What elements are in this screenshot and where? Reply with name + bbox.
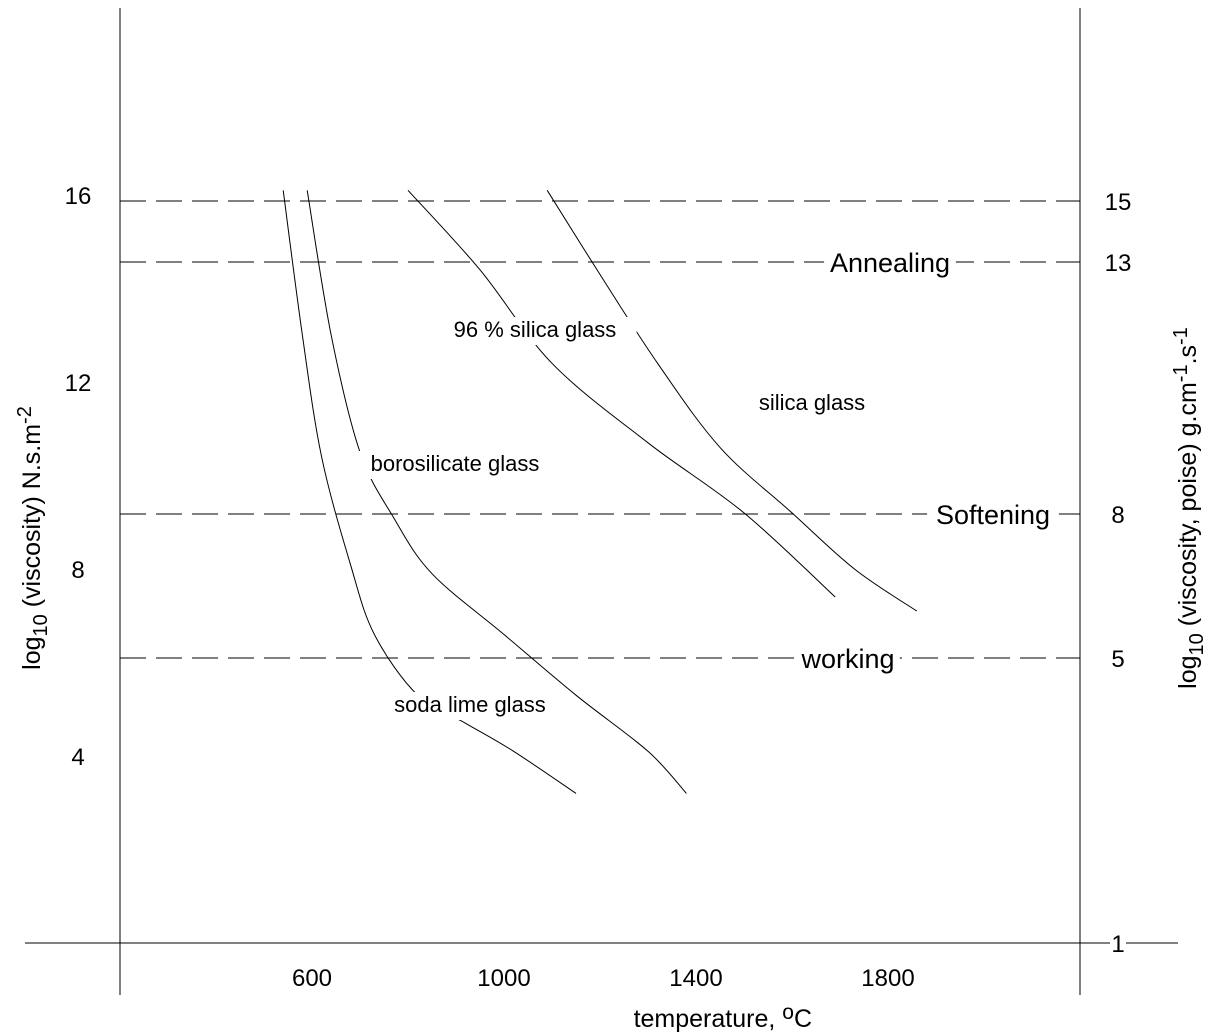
- right-y-tick-mask: [1110, 929, 1126, 957]
- left-y-tick-12: 12: [65, 370, 92, 397]
- right-y-tick-1: 1: [1111, 931, 1124, 958]
- curve-label-mask: [380, 692, 560, 720]
- x-tick-1000: 1000: [477, 965, 530, 992]
- curve-borosilicate-glass: [306, 190, 687, 794]
- curve-label-mask: [347, 451, 563, 479]
- curve-label-96-silica-glass: 96 % silica glass: [454, 317, 617, 342]
- left-y-axis-title: log10 (viscosity) N.s.m-2: [14, 406, 52, 670]
- reference-lines: Annealing Softening working: [120, 200, 1080, 674]
- right-y-tick-15: 15: [1105, 189, 1132, 216]
- ref-label-working: working: [800, 644, 894, 674]
- x-tick-1800: 1800: [861, 965, 914, 992]
- curve-label-borosilicate-glass: borosilicate glass: [371, 451, 540, 476]
- curve-label-mask: [433, 317, 637, 345]
- right-y-tick-5: 5: [1111, 646, 1124, 673]
- ref-label-annealing: Annealing: [830, 248, 950, 278]
- curve-label-silica-glass: silica glass: [759, 390, 865, 415]
- left-y-tick-labels: 16 12 8 4: [65, 183, 92, 771]
- curve-soda-lime-glass: [282, 190, 577, 794]
- x-tick-labels: 600 1000 1400 1800: [292, 965, 915, 992]
- ref-label-mask: [927, 498, 1059, 530]
- right-y-tick-13: 13: [1105, 250, 1132, 277]
- x-tick-1400: 1400: [669, 965, 722, 992]
- right-y-tick-8: 8: [1111, 502, 1124, 529]
- ref-label-mask: [824, 246, 956, 278]
- left-y-tick-8: 8: [71, 557, 84, 584]
- ref-label-softening: Softening: [936, 500, 1050, 530]
- curve-96-silica-glass: [407, 189, 836, 598]
- right-y-axis-title: log10 (viscosity, poise) g.cm-1.s-1: [1170, 327, 1208, 689]
- curve-labels: soda lime glass borosilicate glass 96 % si…: [347, 317, 885, 720]
- curve-silica-glass: [546, 190, 918, 612]
- curve-label-soda-lime-glass: soda lime glass: [394, 692, 546, 717]
- x-axis-title: temperature, oC: [634, 1001, 812, 1033]
- viscosity-curves: [282, 189, 918, 794]
- left-y-tick-16: 16: [65, 183, 92, 210]
- left-y-tick-4: 4: [71, 744, 84, 771]
- curve-label-mask: [739, 390, 885, 418]
- ref-label-mask: [796, 642, 900, 674]
- x-tick-600: 600: [292, 965, 332, 992]
- right-y-tick-labels: 15 13 8 5 1: [1105, 189, 1132, 958]
